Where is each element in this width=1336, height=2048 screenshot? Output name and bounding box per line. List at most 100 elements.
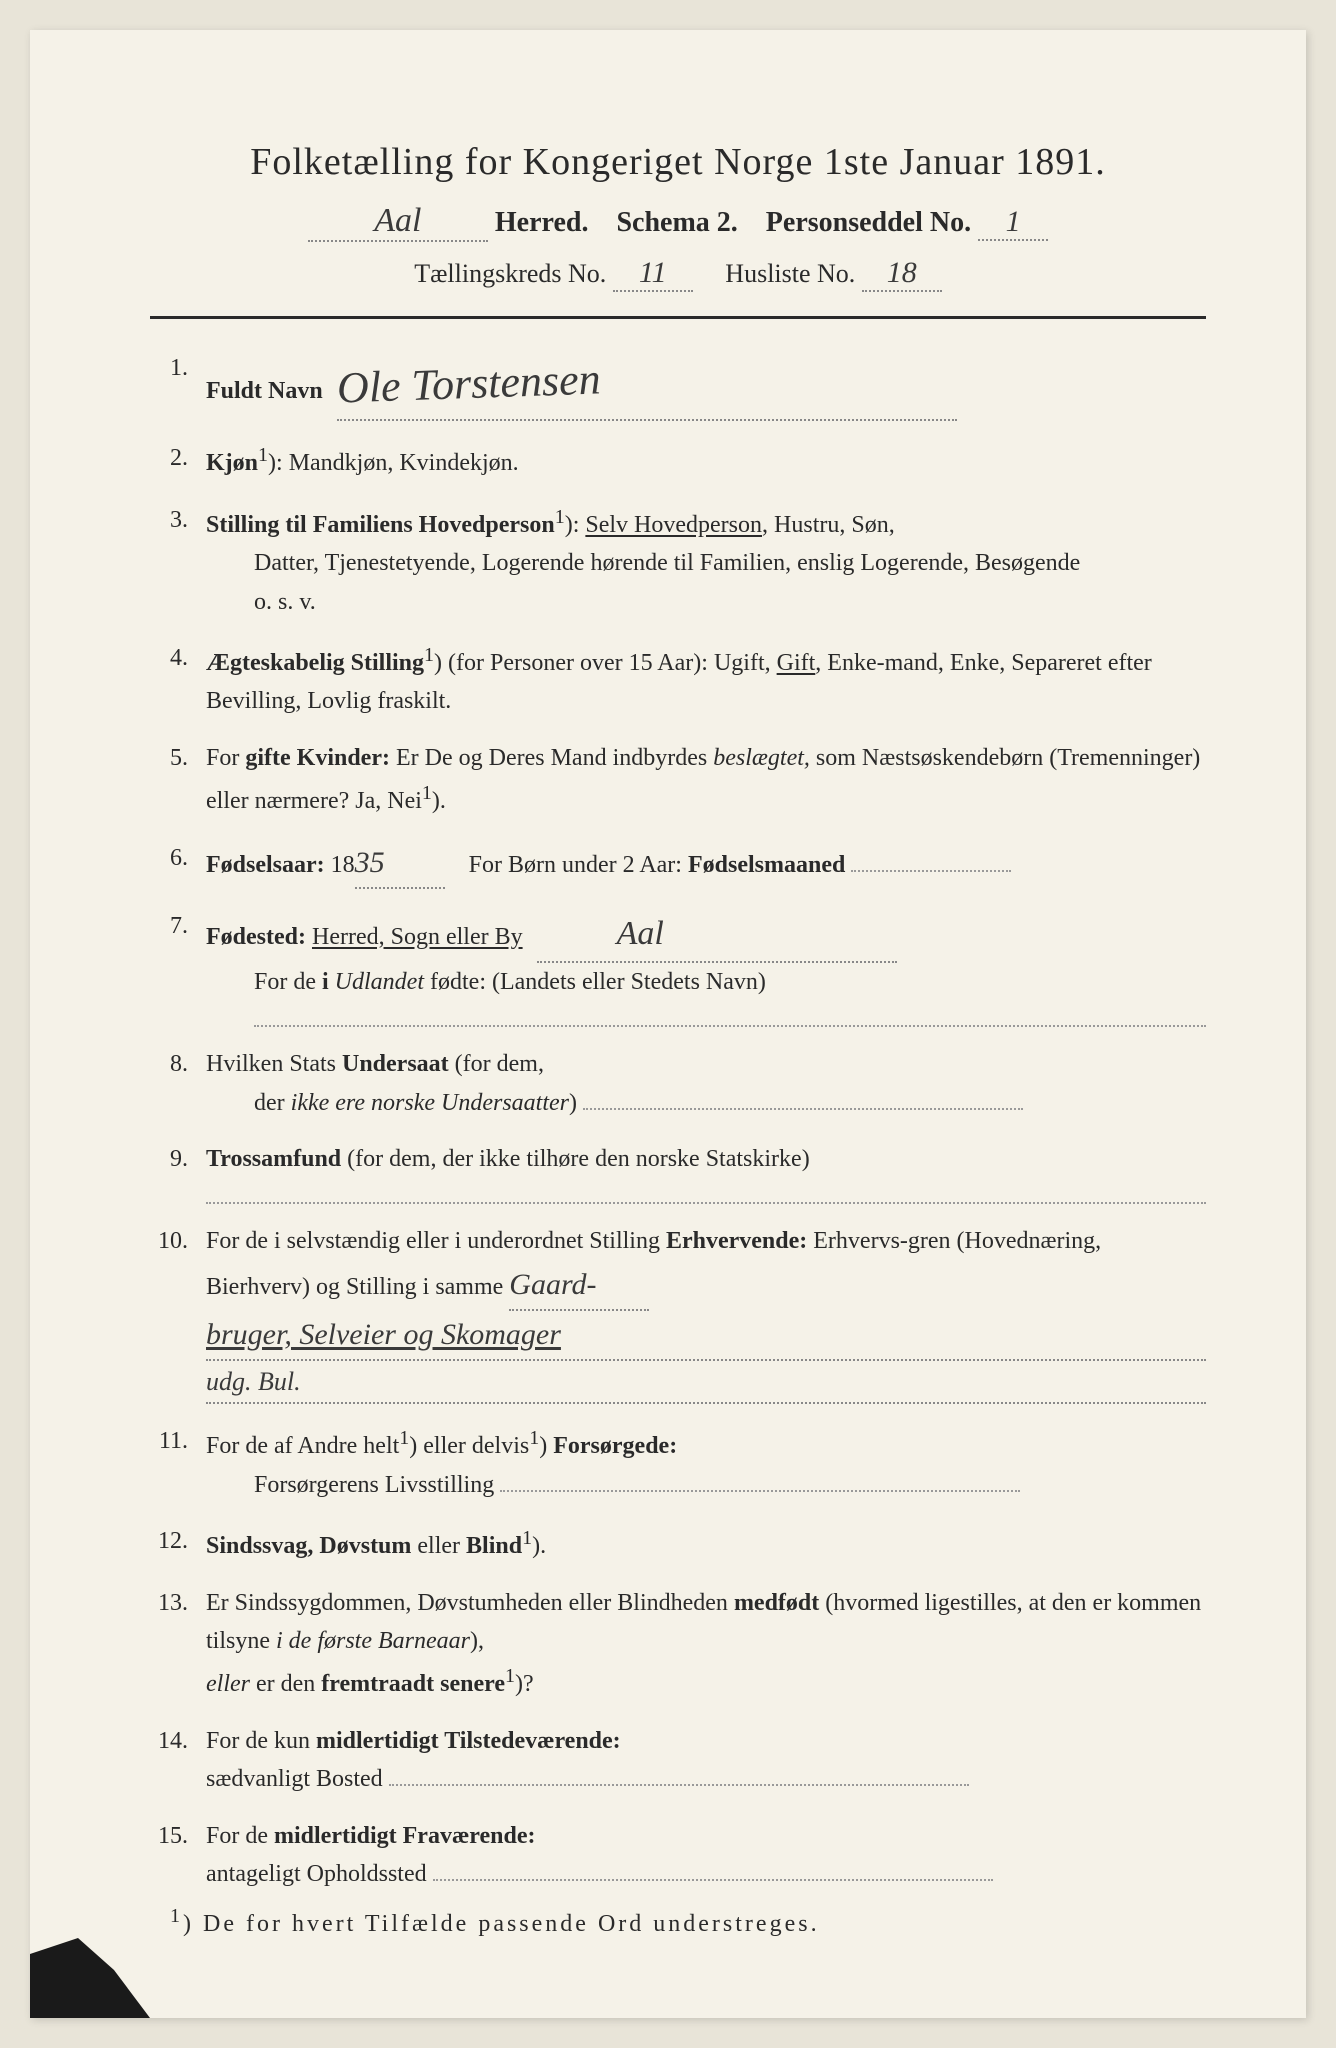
item-6: 6. Fødselsaar: 1835 For Børn under 2 Aar… xyxy=(150,839,1206,889)
item-num: 15. xyxy=(150,1817,206,1894)
item-num: 6. xyxy=(150,839,206,889)
item-body: Ægteskabelig Stilling1) (for Personer ov… xyxy=(206,639,1206,721)
t2: ) eller delvis xyxy=(409,1433,529,1459)
footnote-sup: 1 xyxy=(170,1905,183,1927)
husliste-label: Husliste No. xyxy=(725,259,855,288)
tallingskreds-field: 11 xyxy=(613,256,693,292)
personseddel-label: Personseddel No. xyxy=(766,207,971,238)
t1: For de af Andre helt xyxy=(206,1433,399,1459)
t3: ) xyxy=(539,1433,553,1459)
item-num: 5. xyxy=(150,739,206,821)
erhverv-hw3: udg. Bul. xyxy=(206,1367,301,1396)
opts-rest1: , Hustru, Søn, xyxy=(762,512,895,538)
opts-rest3: o. s. v. xyxy=(254,583,316,621)
item-body: For de af Andre helt1) eller delvis1) Fo… xyxy=(206,1422,1206,1504)
schema-label: Schema 2. xyxy=(616,207,737,238)
kjon-options: Mandkjøn, Kvindekjøn. xyxy=(289,450,519,476)
t1: Hvilken Stats xyxy=(206,1051,342,1077)
item-num: 9. xyxy=(150,1140,206,1204)
b2: i xyxy=(322,969,329,995)
t1: eller xyxy=(411,1533,466,1559)
erhverv-hw2: bruger, Selveier og Skomager xyxy=(206,1318,561,1351)
item-body: For de midlertidigt Fraværende: antageli… xyxy=(206,1817,1206,1894)
item-num: 2. xyxy=(150,439,206,482)
item-num: 4. xyxy=(150,639,206,721)
year-prefix: 18 xyxy=(331,852,355,878)
erhverv-field-1: Gaard- xyxy=(509,1261,649,1311)
item-13: 13. Er Sindssygdommen, Døvstumheden elle… xyxy=(150,1584,1206,1704)
t2: For Børn under 2 Aar: xyxy=(469,852,688,878)
item-8: 8. Hvilken Stats Undersaat (for dem, der… xyxy=(150,1045,1206,1122)
opts-rest2: Datter, Tjenestetyende, Logerende hørend… xyxy=(254,544,1080,582)
erhverv-field-3: udg. Bul. xyxy=(206,1361,1206,1405)
item-body: Er Sindssygdommen, Døvstumheden eller Bl… xyxy=(206,1584,1206,1704)
sup: 1 xyxy=(422,782,432,804)
month-field xyxy=(851,870,1011,872)
personseddel-field: 1 xyxy=(978,205,1048,241)
opt-selv-hovedperson: Selv Hovedperson xyxy=(585,512,762,538)
footnote: 1) De for hvert Tilfælde passende Ord un… xyxy=(170,1905,1206,1938)
close: )? xyxy=(515,1671,534,1697)
sup: 1 xyxy=(522,1527,532,1549)
t2: For de xyxy=(254,969,322,995)
t1: For de kun xyxy=(206,1728,316,1754)
item-11: 11. For de af Andre helt1) eller delvis1… xyxy=(150,1422,1206,1504)
t1: For de xyxy=(206,1823,274,1849)
i1: i de første Barneaar xyxy=(276,1628,470,1654)
item-14: 14. For de kun midlertidigt Tilstedevære… xyxy=(150,1722,1206,1799)
birthplace-hw: Aal xyxy=(617,915,664,952)
b2: fremtraadt senere xyxy=(321,1671,505,1697)
herred-field: Aal xyxy=(308,202,488,242)
t1: For de i selvstændig eller i underordnet… xyxy=(206,1228,666,1254)
herred-handwritten: Aal xyxy=(374,202,421,239)
i1: ikke ere norske Undersaatter xyxy=(291,1090,569,1116)
undersaat-field xyxy=(583,1108,1023,1110)
husliste-field: 18 xyxy=(862,256,942,292)
tallingskreds-label: Tællingskreds No. xyxy=(414,259,606,288)
document-page: Folketælling for Kongeriget Norge 1ste J… xyxy=(30,30,1306,2018)
item-4: 4. Ægteskabelig Stilling1) (for Personer… xyxy=(150,639,1206,721)
b1: midlertidigt Fraværende: xyxy=(274,1823,536,1849)
item-body: Kjøn1): Mandkjøn, Kvindekjøn. xyxy=(206,439,1206,482)
bosted-field xyxy=(389,1784,969,1786)
close: ). xyxy=(432,788,446,814)
item-num: 13. xyxy=(150,1584,206,1704)
i2: Udlandet xyxy=(329,969,424,995)
form-title: Folketælling for Kongeriget Norge 1ste J… xyxy=(150,140,1206,184)
i1: beslægtet, xyxy=(713,745,810,771)
item-body: Sindssvag, Døvstum eller Blind1). xyxy=(206,1522,1206,1565)
year-field: 35 xyxy=(355,839,445,889)
b2: Blind xyxy=(466,1533,522,1559)
t1: Er Sindssygdommen, Døvstumheden eller Bl… xyxy=(206,1590,734,1616)
name-field: Ole Torstensen xyxy=(337,349,957,421)
name-handwritten: Ole Torstensen xyxy=(336,344,602,424)
t2: (for dem, xyxy=(449,1051,544,1077)
item-body: Fødested: Herred, Sogn eller By Aal For … xyxy=(206,907,1206,1028)
label-fodselsaar: Fødselsaar: xyxy=(206,852,325,878)
item-num: 7. xyxy=(150,907,206,1028)
item-body: For de i selvstændig eller i underordnet… xyxy=(206,1222,1206,1404)
herred-label: Herred. xyxy=(495,207,589,238)
item-num: 12. xyxy=(150,1522,206,1565)
form-header: Folketælling for Kongeriget Norge 1ste J… xyxy=(150,140,1206,319)
sup: 1 xyxy=(555,506,565,528)
b1: Sindssvag, Døvstum xyxy=(206,1533,411,1559)
forsorger-field xyxy=(500,1490,1020,1492)
trossamfund-field xyxy=(206,1184,1206,1204)
sup1: 1 xyxy=(399,1427,409,1449)
header-rule xyxy=(150,316,1206,319)
label-aegteskab: Ægteskabelig Stilling xyxy=(206,650,424,676)
b1: Erhvervende: xyxy=(666,1228,807,1254)
tallingskreds-handwritten: 11 xyxy=(639,256,667,289)
footnote-text: ) De for hvert Tilfælde passende Ord und… xyxy=(183,1911,820,1937)
item-body: Hvilken Stats Undersaat (for dem, der ik… xyxy=(206,1045,1206,1122)
item-num: 8. xyxy=(150,1045,206,1122)
item-body: For de kun midlertidigt Tilstedeværende:… xyxy=(206,1722,1206,1799)
t3: der xyxy=(254,1090,291,1116)
b1: Trossamfund xyxy=(206,1146,341,1172)
t4: er den xyxy=(250,1671,321,1697)
opts1: Ugift, xyxy=(714,650,777,676)
label-fuldt-navn: Fuldt Navn xyxy=(206,378,323,404)
header-row-2: Tællingskreds No. 11 Husliste No. 18 xyxy=(150,256,1206,292)
item-2: 2. Kjøn1): Mandkjøn, Kvindekjøn. xyxy=(150,439,1206,482)
